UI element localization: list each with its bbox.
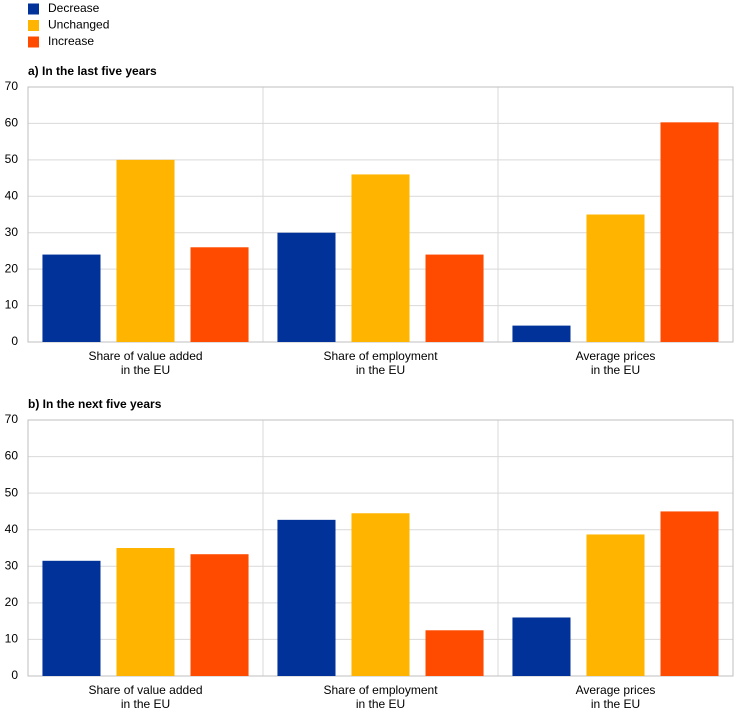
- x-tick-label: Average prices: [576, 683, 656, 697]
- x-tick-label: Average prices: [576, 349, 656, 363]
- y-tick-label: 70: [5, 412, 19, 426]
- legend-label: Unchanged: [48, 18, 109, 32]
- y-tick-label: 30: [5, 558, 19, 572]
- y-tick-label: 0: [11, 668, 18, 682]
- legend-swatch: [28, 3, 39, 15]
- bar: [512, 617, 571, 676]
- bar: [190, 247, 249, 342]
- bar: [277, 232, 336, 342]
- y-tick-label: 50: [5, 152, 19, 166]
- y-tick-label: 0: [11, 334, 18, 348]
- x-tick-label: in the EU: [356, 363, 405, 377]
- bar: [586, 534, 645, 676]
- bar: [586, 214, 645, 342]
- y-tick-label: 40: [5, 522, 19, 536]
- y-tick-label: 60: [5, 116, 19, 130]
- bar: [42, 254, 101, 342]
- x-tick-label: Share of employment: [323, 349, 438, 363]
- legend-swatch: [28, 20, 39, 31]
- y-tick-label: 10: [5, 632, 19, 646]
- bar: [116, 548, 175, 676]
- x-tick-label: in the EU: [591, 697, 640, 711]
- x-tick-label: Share of value added: [88, 349, 202, 363]
- bar: [351, 174, 410, 342]
- legend-label: Increase: [48, 34, 94, 48]
- y-tick-label: 70: [5, 79, 19, 93]
- y-tick-label: 10: [5, 298, 19, 312]
- x-tick-label: in the EU: [591, 363, 640, 377]
- x-tick-label: Share of value added: [88, 683, 202, 697]
- x-tick-label: in the EU: [356, 697, 405, 711]
- legend-label: Decrease: [48, 1, 100, 15]
- legend-swatch: [28, 36, 39, 48]
- panel-title: b) In the next five years: [28, 397, 162, 411]
- x-tick-label: Share of employment: [323, 683, 438, 697]
- bar: [351, 513, 410, 676]
- x-tick-label: in the EU: [121, 363, 170, 377]
- y-tick-label: 20: [5, 595, 19, 609]
- y-tick-label: 20: [5, 261, 19, 275]
- bar: [277, 519, 336, 676]
- panel-title: a) In the last five years: [28, 64, 157, 78]
- bar: [512, 325, 571, 342]
- bar: [42, 560, 101, 676]
- y-tick-label: 30: [5, 225, 19, 239]
- x-tick-label: in the EU: [121, 697, 170, 711]
- y-tick-label: 50: [5, 485, 19, 499]
- bar: [425, 254, 484, 342]
- bar: [116, 159, 175, 342]
- bar: [660, 511, 719, 676]
- y-tick-label: 60: [5, 449, 19, 463]
- bar: [660, 122, 719, 342]
- bar: [425, 630, 484, 676]
- y-tick-label: 40: [5, 188, 19, 202]
- bar: [190, 554, 249, 676]
